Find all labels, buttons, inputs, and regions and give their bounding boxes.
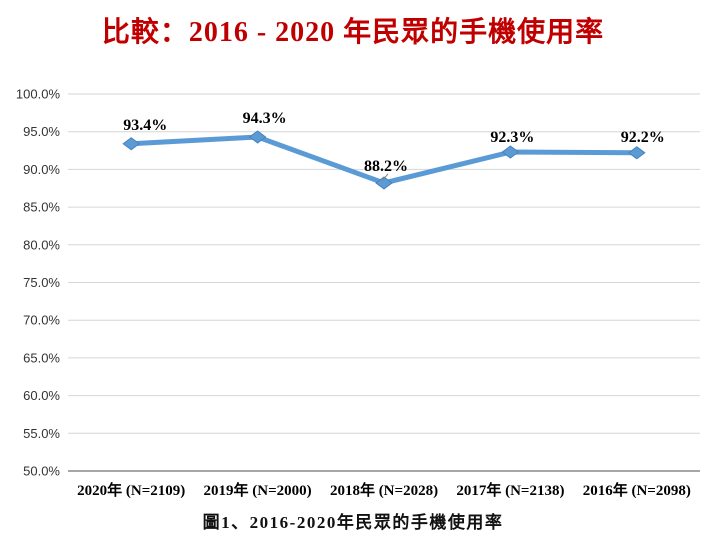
y-axis-tick-label: 50.0%: [23, 464, 60, 479]
y-axis-tick-label: 55.0%: [23, 426, 60, 441]
data-point-marker: [501, 145, 520, 159]
y-axis-tick-label: 60.0%: [23, 388, 60, 403]
data-label: 92.2%: [621, 129, 665, 146]
chart-title: 比較：2016 - 2020 年民眾的手機使用率: [101, 17, 605, 48]
x-axis-tick-label: 2017年 (N=2138): [456, 481, 564, 499]
x-axis-tick-label: 2019年 (N=2000): [204, 481, 312, 499]
chart-area: 100.0% 95.0% 90.0% 85.0% 80.0% 75.0% 70.0% 65.0…: [0, 72, 706, 504]
data-point-marker: [375, 176, 393, 190]
y-axis-tick-label: 75.0%: [23, 275, 60, 290]
figure-caption: 圖1、2016-2020年民眾的手機使用率: [202, 513, 504, 532]
data-point-marker: [122, 137, 141, 151]
x-axis-tick-label: 2020年 (N=2109): [77, 481, 185, 499]
y-axis-tick-label: 85.0%: [23, 200, 60, 215]
line-chart: 100.0% 95.0% 90.0% 85.0% 80.0% 75.0% 70.0% 65.0…: [16, 87, 700, 499]
data-point-marker: [248, 130, 267, 144]
data-label: 92.3%: [490, 129, 534, 146]
x-axis-tick-label: 2016年 (N=2098): [583, 481, 691, 499]
y-axis-tick-label: 95.0%: [23, 124, 60, 139]
y-axis-tick-label: 100.0%: [16, 87, 61, 102]
y-axis-tick-label: 80.0%: [23, 237, 60, 252]
data-label: 93.4%: [123, 117, 167, 134]
y-axis-tick-label: 65.0%: [23, 350, 60, 365]
y-axis-tick-label: 90.0%: [23, 162, 60, 177]
x-axis-tick-label: 2018年 (N=2028): [330, 481, 438, 499]
data-label-leader-line: [381, 173, 389, 182]
data-point-marker: [627, 146, 646, 160]
data-label: 94.3%: [243, 110, 287, 127]
data-label: 88.2%: [364, 158, 408, 175]
y-axis-tick-label: 70.0%: [23, 313, 60, 328]
